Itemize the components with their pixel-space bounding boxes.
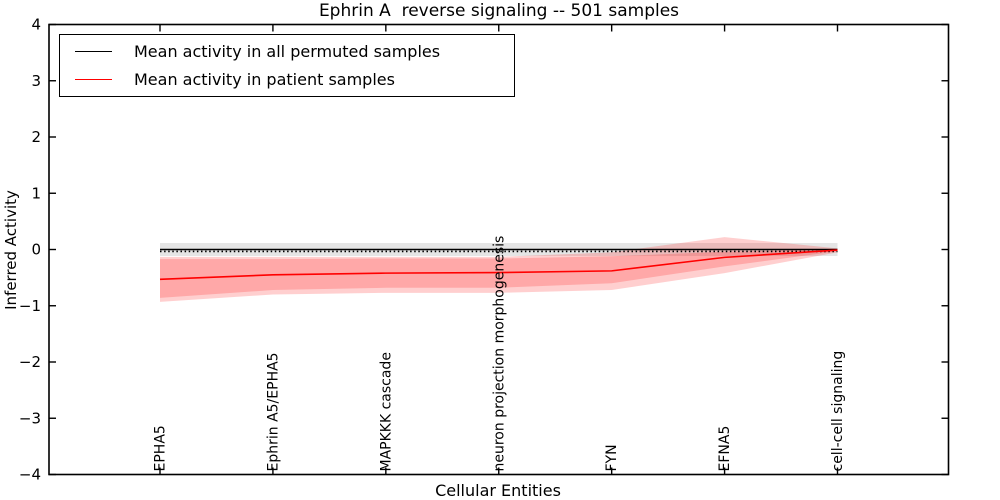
x-tick-label: MAPKKK cascade (378, 352, 394, 471)
legend-item-patient: Mean activity in patient samples (60, 69, 514, 91)
y-tick-label: 4 (31, 16, 41, 34)
y-tick-label: −1 (19, 297, 41, 315)
y-tick-label: −4 (19, 466, 41, 484)
patient-band-outer (160, 237, 838, 302)
legend-item-permuted: Mean activity in all permuted samples (60, 41, 514, 63)
x-tick-label: Ephrin A5/EPHA5 (265, 352, 281, 471)
x-tick-label: neuron projection morphogenesis (491, 236, 507, 472)
black-line-icon (75, 51, 112, 52)
patient-band-inner (160, 249, 838, 298)
x-tick-label: cell-cell signaling (830, 351, 846, 472)
Mean-activity-in-patient-samples-line (159, 249, 838, 281)
y-tick-label: 0 (31, 241, 41, 259)
x-axis-label: Cellular Entities (435, 481, 561, 500)
y-tick-label: 1 (31, 184, 41, 202)
y-tick-label: 2 (31, 128, 41, 146)
legend-label-permuted: Mean activity in all permuted samples (134, 41, 441, 61)
legend: Mean activity in all permuted samples Me… (59, 34, 515, 97)
chart-title: Ephrin A reverse signaling -- 501 sample… (318, 1, 680, 21)
legend-label-patient: Mean activity in patient samples (134, 69, 395, 89)
y-tick-label: −2 (19, 353, 41, 371)
y-tick-label: −3 (19, 409, 41, 427)
x-tick-label: FYN (604, 444, 620, 471)
red-line-icon (75, 79, 112, 80)
y-tick-label: 3 (31, 72, 41, 90)
x-tick-label: EPHA5 (153, 425, 169, 471)
x-tick-label: EFNA5 (717, 426, 733, 472)
y-axis-label: Inferred Activity (2, 190, 20, 310)
